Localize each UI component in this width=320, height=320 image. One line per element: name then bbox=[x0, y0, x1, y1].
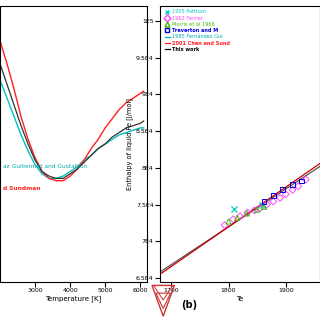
Point bbox=[303, 177, 308, 182]
Point bbox=[296, 184, 301, 189]
Point bbox=[290, 187, 295, 192]
Point bbox=[261, 204, 267, 209]
Point bbox=[261, 199, 267, 204]
Point bbox=[226, 219, 231, 224]
Text: d Sundman: d Sundman bbox=[3, 186, 40, 190]
Point bbox=[280, 187, 285, 192]
Point bbox=[264, 202, 269, 207]
Text: (b): (b) bbox=[181, 300, 197, 310]
Point bbox=[271, 199, 276, 204]
Point bbox=[231, 217, 236, 222]
Point bbox=[283, 192, 288, 197]
Point bbox=[255, 207, 260, 212]
Point bbox=[271, 193, 276, 198]
Point bbox=[245, 210, 250, 215]
Legend: 1955 Pattison, 1962 Ferrier, Morris et al 1966, Treverton and M, 1985 Fernández : 1955 Pattison, 1962 Ferrier, Morris et a… bbox=[164, 9, 230, 52]
Point bbox=[252, 208, 257, 213]
X-axis label: Temperature [K]: Temperature [K] bbox=[45, 296, 102, 302]
Point bbox=[257, 206, 262, 211]
Point bbox=[237, 214, 243, 219]
Point bbox=[222, 222, 227, 228]
Point bbox=[290, 182, 295, 187]
Point bbox=[277, 196, 283, 201]
Point bbox=[232, 206, 237, 212]
Point bbox=[259, 203, 264, 208]
Text: az Guillermet and Gustafson: az Guillermet and Gustafson bbox=[3, 164, 87, 169]
X-axis label: Te: Te bbox=[236, 296, 244, 302]
Point bbox=[235, 215, 240, 220]
Point bbox=[299, 179, 304, 184]
Y-axis label: Enthalpy of liquid Fe [J/mol]: Enthalpy of liquid Fe [J/mol] bbox=[126, 98, 133, 190]
Point bbox=[244, 211, 249, 216]
